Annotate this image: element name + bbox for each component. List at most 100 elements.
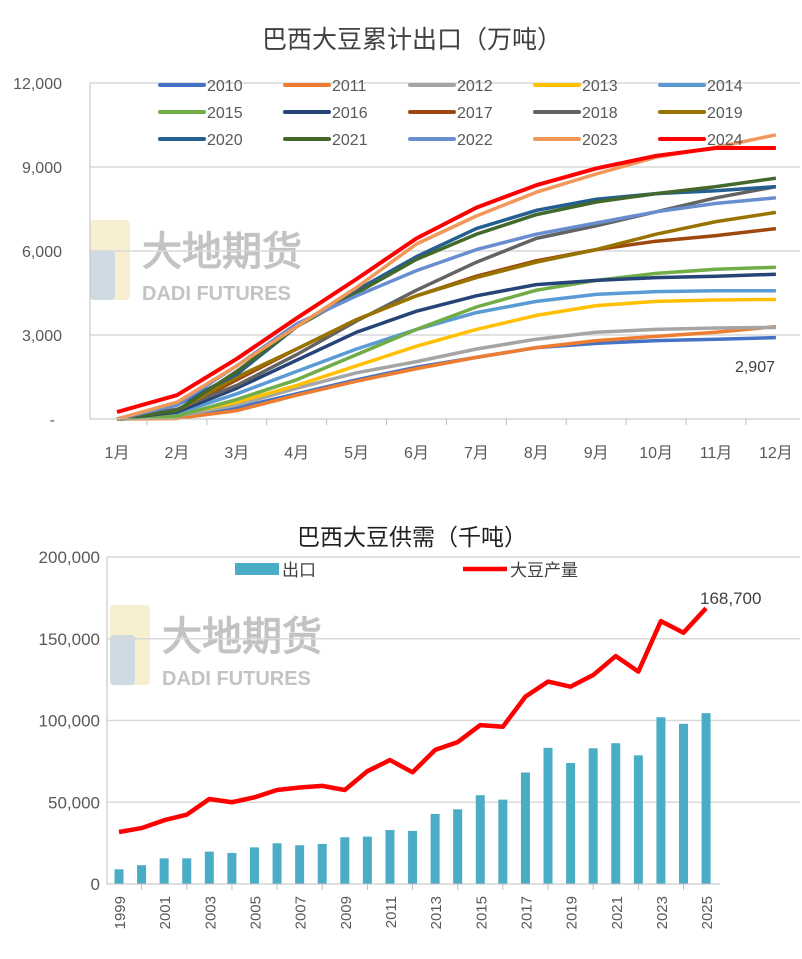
bar-2024 — [679, 723, 688, 884]
bar-2012 — [408, 830, 418, 884]
bar-2006 — [272, 843, 282, 884]
bar-2004 — [227, 852, 237, 884]
x-tick-label: 2011 — [383, 896, 400, 928]
x-tick-label: 8月 — [524, 445, 549, 462]
bar-2021 — [611, 743, 621, 884]
legend-label: 2011 — [332, 78, 367, 95]
bar-2022 — [633, 755, 643, 884]
legend-label: 2010 — [207, 78, 243, 95]
y-tick-label: 100,000 — [39, 712, 100, 731]
legend-label: 2022 — [457, 132, 493, 149]
x-tick-label: 4月 — [284, 445, 309, 462]
x-tick-label: 2023 — [654, 896, 671, 929]
x-tick-label: 2015 — [473, 896, 490, 929]
bar-2018 — [543, 747, 553, 884]
x-tick-label: 2013 — [428, 896, 445, 929]
legend-label: 2018 — [582, 105, 618, 122]
cumulative-export-chart: 巴西大豆累计出口（万吨） 大地期货 DADI FUTURES - 3,000 6,00… — [13, 26, 800, 462]
chart-title: 巴西大豆累计出口（万吨） — [262, 26, 562, 54]
series-line-2014 — [116, 289, 776, 421]
legend-label: 2015 — [207, 105, 243, 122]
watermark-en-text: DADI FUTURES — [142, 283, 291, 305]
legend-label: 2017 — [457, 105, 493, 122]
bar-2019 — [566, 763, 576, 884]
bar-2002 — [182, 858, 192, 884]
bar-2005 — [249, 847, 259, 884]
x-tick-label: 5月 — [344, 445, 369, 462]
x-tick-label: 9月 — [584, 445, 609, 462]
y-tick-label: 50,000 — [48, 793, 100, 812]
legend-swatch-export — [235, 563, 279, 575]
legend-label: 2024 — [707, 132, 743, 149]
legend-label: 2019 — [707, 105, 743, 122]
bar-2017 — [520, 772, 530, 884]
bar-2025 — [701, 713, 711, 884]
y-tick-label: 9,000 — [22, 160, 62, 177]
x-tick-label: 10月 — [639, 445, 673, 462]
series-line-2011 — [116, 324, 777, 421]
series-line-2024 — [116, 145, 776, 414]
legend-label: 大豆产量 — [510, 561, 578, 580]
watermark-logo-icon — [90, 250, 115, 300]
end-value-label: 2,907 — [735, 359, 775, 376]
watermark-cn-text: 大地期货 — [162, 615, 322, 659]
y-tick-label: 3,000 — [22, 328, 62, 345]
bar-2016 — [498, 799, 508, 884]
legend-label: 2020 — [207, 132, 243, 149]
legend-label: 2016 — [332, 105, 368, 122]
x-tick-label: 7月 — [464, 445, 489, 462]
x-tick-label: 2025 — [699, 896, 716, 929]
series-line-2012 — [116, 325, 776, 421]
chart-title: 巴西大豆供需（千吨） — [297, 524, 527, 550]
x-tick-label: 2021 — [609, 896, 626, 929]
x-tick-label: 11月 — [700, 445, 733, 462]
bar-2023 — [656, 717, 666, 884]
bar-2010 — [362, 836, 372, 884]
bar-2011 — [385, 830, 395, 884]
y-tick-label: 200,000 — [39, 548, 100, 567]
legend-label: 2013 — [582, 78, 618, 95]
bar-2009 — [340, 837, 350, 884]
y-tick-label: 0 — [91, 875, 100, 894]
x-tick-label: 2001 — [157, 896, 174, 929]
y-tick-label: 12,000 — [13, 76, 62, 93]
watermark-en-text: DADI FUTURES — [162, 668, 311, 690]
x-tick-label: 3月 — [224, 445, 249, 462]
x-tick-label: 1月 — [105, 445, 130, 462]
legend-label: 2012 — [457, 78, 493, 95]
legend-label: 2021 — [332, 132, 368, 149]
x-tick-label: 2月 — [164, 445, 189, 462]
watermark-logo-icon — [110, 635, 135, 685]
series-line-2021 — [116, 176, 777, 421]
bar-2015 — [475, 795, 485, 884]
series-line-2019 — [116, 210, 777, 421]
bar-2003 — [204, 851, 214, 884]
y-tick-label: - — [50, 412, 55, 429]
x-tick-label: 12月 — [759, 445, 793, 462]
series-line-2013 — [116, 297, 776, 421]
legend-label: 出口 — [282, 561, 316, 580]
x-tick-label: 2017 — [518, 896, 535, 929]
x-tick-label: 2009 — [338, 896, 355, 929]
x-tick-label: 6月 — [404, 445, 429, 462]
x-tick-label: 2019 — [564, 896, 581, 929]
bar-2014 — [453, 809, 463, 884]
x-tick-label: 2003 — [202, 896, 219, 929]
bar-2007 — [295, 845, 305, 884]
end-value-label: 168,700 — [700, 589, 761, 608]
y-tick-label: 6,000 — [22, 244, 62, 261]
bar-1999 — [114, 869, 124, 884]
series-line-2016 — [116, 272, 776, 421]
bar-2020 — [588, 748, 598, 884]
production-line — [118, 606, 708, 835]
watermark-cn-text: 大地期货 — [142, 230, 302, 274]
series-line-2015 — [116, 265, 776, 421]
bar-2000 — [137, 865, 147, 884]
legend-label: 2014 — [707, 78, 743, 95]
x-tick-label: 2007 — [293, 896, 310, 929]
bar-2008 — [317, 843, 327, 884]
supply-demand-chart: 巴西大豆供需（千吨） 大地期货 DADI FUTURES 0 50,000 100,0… — [39, 524, 800, 929]
legend-label: 2023 — [582, 132, 618, 149]
y-tick-label: 150,000 — [39, 630, 100, 649]
x-tick-label: 1999 — [112, 896, 129, 929]
